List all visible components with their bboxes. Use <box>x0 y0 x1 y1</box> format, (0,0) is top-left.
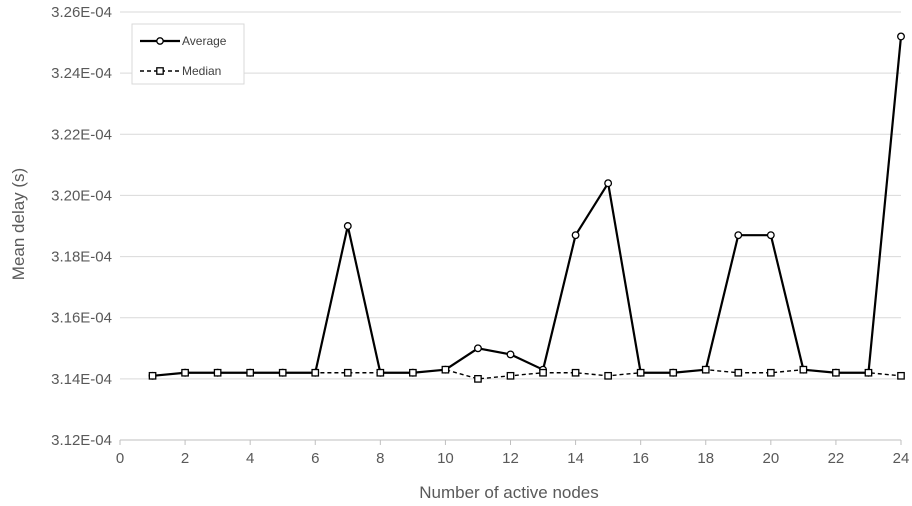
data-point-median <box>864 368 873 377</box>
data-point-median <box>343 368 352 377</box>
data-point-median <box>311 368 320 377</box>
series-line-median <box>152 368 902 380</box>
x-tick-labels: 0 2 4 6 8 10 12 14 16 18 20 22 24 <box>116 450 910 467</box>
data-point-median <box>539 368 547 377</box>
data-point-median <box>766 368 775 377</box>
x-tick-label: 12 <box>502 450 519 467</box>
x-tick-label: 8 <box>376 450 384 467</box>
x-tick-label: 18 <box>697 450 714 467</box>
data-point-median <box>897 371 905 380</box>
x-tick-label: 6 <box>311 450 319 467</box>
data-point-median <box>376 368 385 377</box>
series-line-average <box>152 36 903 377</box>
x-tick-label: 24 <box>893 450 910 467</box>
y-tick-labels: 3.12E-04 3.14E-04 3.16E-04 3.18E-04 3.20E-04… <box>51 4 112 449</box>
data-point-median <box>734 368 743 377</box>
data-point-median <box>669 368 678 377</box>
data-point-median <box>213 368 222 377</box>
y-tick-label: 3.24E-04 <box>51 65 112 82</box>
data-point-median <box>278 368 287 377</box>
data-point-average <box>343 222 352 230</box>
data-point-average <box>604 179 613 188</box>
data-point-median <box>441 365 450 374</box>
data-point-median <box>148 371 157 380</box>
data-point-median <box>409 368 417 377</box>
x-tick-label: 14 <box>567 450 584 467</box>
series-layer <box>148 32 905 383</box>
data-point-median <box>799 365 808 374</box>
data-point-average <box>734 231 743 240</box>
y-tick-label: 3.12E-04 <box>51 432 112 449</box>
legend-marker-average <box>156 37 164 45</box>
gridlines <box>120 11 901 380</box>
data-point-median <box>701 365 710 374</box>
axes <box>119 439 902 445</box>
x-tick-label: 22 <box>828 450 845 467</box>
data-point-median <box>181 368 189 377</box>
y-tick-label: 3.20E-04 <box>51 187 112 204</box>
y-tick-label: 3.26E-04 <box>51 4 112 21</box>
x-axis-title: Number of active nodes <box>419 483 599 502</box>
legend-box <box>131 23 245 85</box>
y-axis-title: Mean delay (s) <box>9 168 28 280</box>
data-point-median <box>604 371 612 380</box>
legend-label-median: Median <box>182 64 221 78</box>
legend-marker-median <box>156 67 164 75</box>
y-tick-label: 3.18E-04 <box>51 249 112 266</box>
y-tick-label: 3.22E-04 <box>51 126 112 143</box>
x-tick-label: 0 <box>116 450 124 467</box>
data-point-average <box>766 231 775 240</box>
data-point-average <box>474 344 482 353</box>
series-median <box>148 365 905 383</box>
y-tick-label: 3.14E-04 <box>51 371 112 388</box>
y-tick-label: 3.16E-04 <box>51 310 112 327</box>
x-tick-label: 4 <box>246 450 254 467</box>
data-point-average <box>571 231 580 240</box>
data-point-median <box>246 368 255 377</box>
data-point-median <box>474 375 482 383</box>
data-point-average <box>506 350 515 359</box>
legend-item-average: Average <box>140 34 227 48</box>
data-point-average <box>897 32 905 41</box>
x-tick-label: 10 <box>437 450 454 467</box>
legend-item-median: Median <box>140 64 221 78</box>
x-tick-label: 16 <box>632 450 649 467</box>
data-point-median <box>636 368 645 377</box>
x-tick-label: 2 <box>181 450 189 467</box>
legend-label-average: Average <box>182 34 227 48</box>
data-point-median <box>832 368 840 377</box>
data-point-median <box>506 371 515 380</box>
data-point-median <box>571 368 580 377</box>
x-tick-label: 20 <box>762 450 779 467</box>
legend: Average Median <box>131 23 245 85</box>
series-average <box>148 32 905 380</box>
